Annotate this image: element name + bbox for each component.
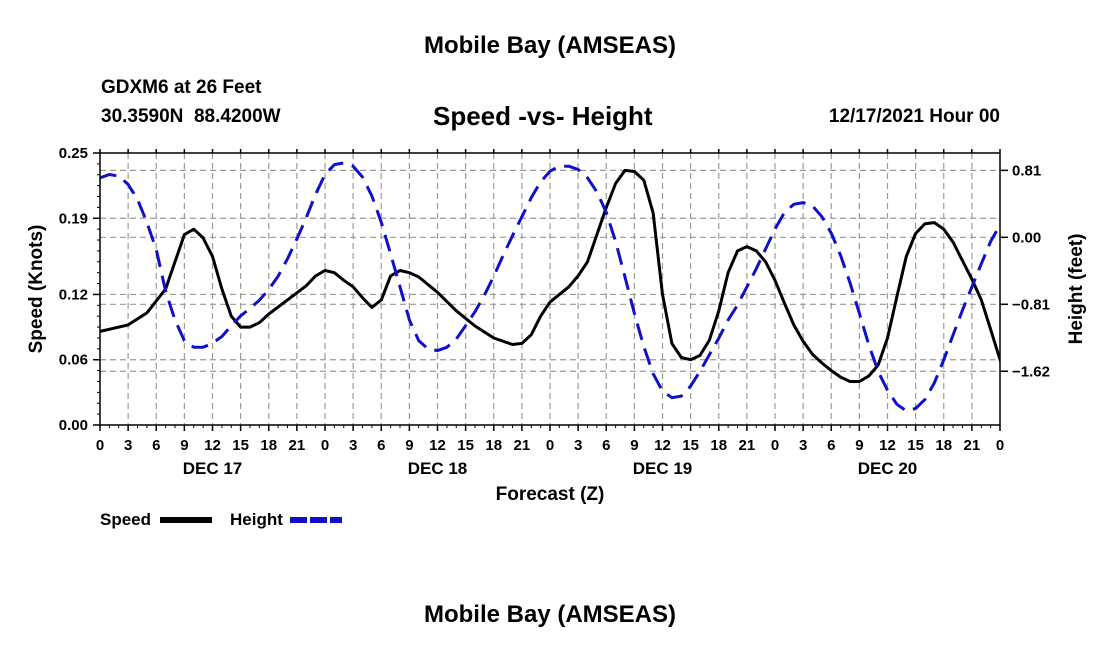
x-tick-label: 0 (321, 437, 329, 454)
y-left-tick-label: 0.19 (59, 210, 88, 227)
x-tick-label: 6 (377, 437, 385, 454)
height-series-line (100, 161, 1000, 413)
x-tick-label: 9 (855, 437, 863, 454)
grid-lines (100, 153, 1000, 425)
x-tick-label: 0 (546, 437, 554, 454)
x-tick-label: 15 (682, 437, 699, 454)
footer-title: Mobile Bay (AMSEAS) (423, 601, 677, 628)
speed-series-line (100, 168, 1000, 383)
forecast-datetime: 12/17/2021 Hour 00 (828, 106, 1000, 127)
y-left-tick-label: 0.06 (59, 352, 88, 369)
x-tick-label: 15 (907, 437, 924, 454)
x-tick-label: 12 (429, 437, 446, 454)
axes: 0 3 6 9 12 15 18 21 0 3 6 9 12 15 18 21 0 3 6 9 12 15 18 21 0 3 6 9… (26, 145, 1087, 505)
x-tick-label: 12 (654, 437, 671, 454)
x-tick-label: 3 (124, 437, 132, 454)
y-right-tick-label: 0.00 (1012, 229, 1041, 246)
x-tick-label: 0 (771, 437, 779, 454)
x-tick-label: 21 (289, 437, 306, 454)
x-tick-label: 6 (827, 437, 835, 454)
x-tick-label: 12 (879, 437, 896, 454)
x-tick-label: 3 (799, 437, 807, 454)
x-tick-label: 6 (152, 437, 160, 454)
legend-label-height: Height (230, 510, 283, 529)
x-tick-label: 12 (204, 437, 221, 454)
y-right-tick-label: 0.81 (1012, 162, 1041, 179)
x-tick-label: 0 (996, 437, 1004, 454)
station-name: GDXM6 at 26 Feet (101, 77, 262, 98)
chart-title: Speed -vs- Height (433, 101, 653, 131)
x-tick-label: 3 (574, 437, 582, 454)
plot-frame (99, 152, 1001, 426)
x-tick-label: 21 (514, 437, 531, 454)
x-tick-label: 15 (232, 437, 249, 454)
x-tick-label: 18 (485, 437, 502, 454)
y-left-tick-label: 0.00 (59, 417, 88, 434)
y-right-tick-label: −1.62 (1012, 363, 1050, 380)
x-tick-label: 18 (260, 437, 277, 454)
x-tick-label: 18 (935, 437, 952, 454)
series-layer (100, 161, 1000, 413)
page-title: Mobile Bay (AMSEAS) (423, 32, 677, 59)
legend-label-speed: Speed (100, 510, 151, 529)
x-tick-label: 21 (964, 437, 981, 454)
x-axis-title: Forecast (Z) (496, 484, 605, 505)
x-tick-label: 9 (405, 437, 413, 454)
x-tick-label: 18 (710, 437, 727, 454)
x-day-label: DEC 20 (858, 459, 918, 478)
x-tick-label: 15 (457, 437, 474, 454)
x-tick-label: 0 (96, 437, 104, 454)
x-tick-label: 6 (602, 437, 610, 454)
station-coordinates: 30.3590N 88.4200W (101, 106, 281, 127)
legend: Speed Height (100, 510, 342, 529)
y-right-tick-label: −0.81 (1012, 296, 1050, 313)
x-tick-label: 9 (630, 437, 638, 454)
y-left-tick-label: 0.25 (59, 145, 88, 162)
y-left-tick-label: 0.12 (59, 286, 88, 303)
x-day-label: DEC 19 (633, 459, 693, 478)
x-tick-label: 3 (349, 437, 357, 454)
speed-height-chart: 0 3 6 9 12 15 18 21 0 3 6 9 12 15 18 21 0 3 6 9 12 15 18 21 0 3 6 9… (26, 145, 1087, 529)
y-right-axis-title: Height (feet) (1066, 234, 1087, 345)
x-tick-label: 21 (739, 437, 756, 454)
x-tick-label: 9 (180, 437, 188, 454)
x-day-label: DEC 18 (408, 459, 468, 478)
y-left-axis-title: Speed (Knots) (26, 225, 47, 354)
x-day-label: DEC 17 (183, 459, 243, 478)
